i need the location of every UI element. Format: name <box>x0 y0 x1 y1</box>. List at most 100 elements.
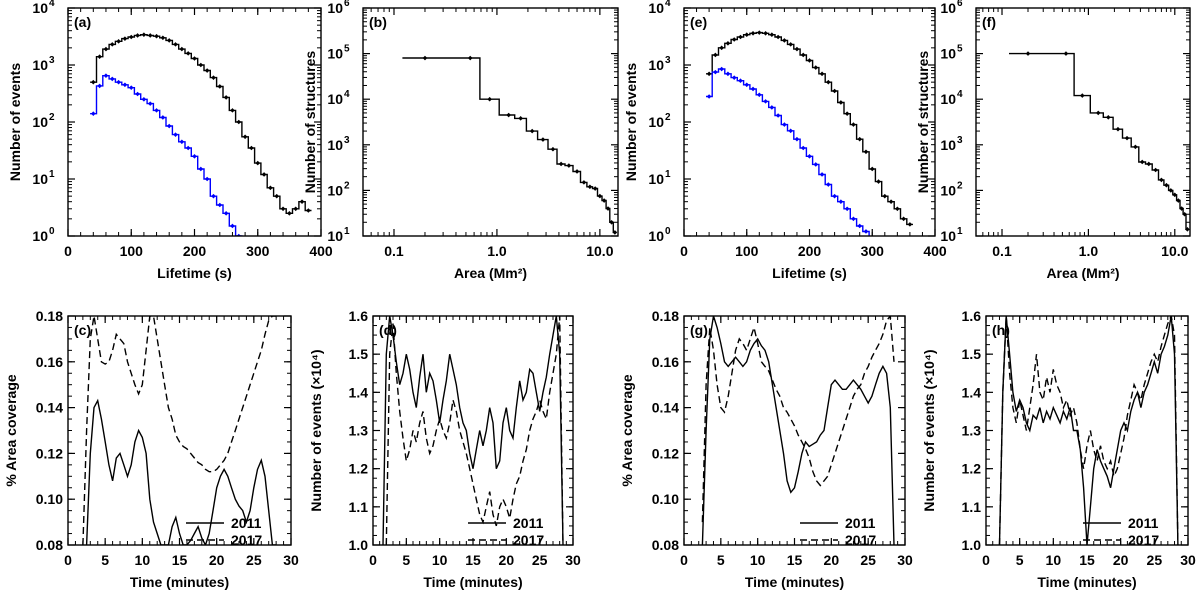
x-tick-label: 0.1 <box>992 243 1012 259</box>
y-tick-exponent: 1 <box>344 226 350 237</box>
series-black-point <box>851 122 856 127</box>
series-black-point <box>1185 227 1190 232</box>
series-blue-point <box>109 76 115 82</box>
series-black-point <box>1106 115 1111 120</box>
x-tick-label: 25 <box>532 552 548 568</box>
series-black-point <box>1095 110 1101 116</box>
series-blue-point <box>198 166 204 172</box>
y-tick-label: 1.2 <box>349 461 369 477</box>
series-black-line <box>402 57 617 234</box>
y-tick-exponent: 5 <box>344 44 350 55</box>
x-axis-title: Time (minutes) <box>423 574 522 590</box>
panel-c: 0 5 10 15 20 25 30 0.08 0.10 0.12 0.14 0.16 0.18 Time… <box>3 308 299 590</box>
series-group <box>998 316 1179 545</box>
y-tick-label: 0.08 <box>652 537 679 553</box>
series-group <box>82 316 277 545</box>
series-blue-point <box>91 111 96 116</box>
y-tick-label: 1.4 <box>349 384 369 400</box>
y-tick-label: 0.10 <box>36 491 63 507</box>
x-tick-label: 0 <box>369 552 377 568</box>
series-black-point <box>192 56 197 61</box>
series-blue-point <box>807 154 812 159</box>
x-axis-title: Lifetime (s) <box>772 265 847 281</box>
legend-label: 2017 <box>513 532 544 548</box>
x-tick-label: 20 <box>209 552 225 568</box>
x-axis-title: Time (minutes) <box>745 574 844 590</box>
panel-label: (f) <box>982 14 996 30</box>
y-tick-label: 0.16 <box>36 354 63 370</box>
series-blue-point <box>166 123 172 129</box>
x-tick-label: 100 <box>120 243 144 259</box>
series-blue-point <box>832 193 837 199</box>
y-tick-label: 10 <box>327 182 343 198</box>
y-tick-label: 10 <box>940 46 956 62</box>
series-blue-point <box>775 113 781 118</box>
series-blue-point <box>192 154 197 159</box>
y-tick-label: 0.14 <box>652 400 679 416</box>
series-2011-line <box>382 316 564 545</box>
series-black-point <box>204 68 210 73</box>
y-tick-label: 10 <box>32 57 48 73</box>
series-black-point <box>800 52 806 58</box>
series-blue-point <box>204 176 210 182</box>
series-black-point <box>1168 188 1174 193</box>
series-black-point <box>597 193 603 199</box>
x-tick-label: 25 <box>246 552 262 568</box>
series-black-point <box>558 161 564 167</box>
y-tick-label: 10 <box>940 0 956 16</box>
series-blue-point <box>763 99 768 104</box>
x-tick-label: 0 <box>982 552 990 568</box>
series-2011-line <box>85 398 277 545</box>
x-axis-title: Time (minutes) <box>1037 574 1136 590</box>
x-tick-label: 0 <box>680 552 688 568</box>
series-black-point <box>1133 144 1138 150</box>
y-tick-exponent: 1 <box>49 169 55 180</box>
series-black-point <box>160 35 166 41</box>
series-blue-point <box>731 75 737 80</box>
y-tick-label: 10 <box>940 182 956 198</box>
y-tick-label: 1.1 <box>962 499 982 515</box>
series-black-point <box>601 198 607 203</box>
plot-frame <box>67 315 292 546</box>
series-group <box>90 32 312 236</box>
series-blue-point <box>706 94 712 99</box>
plot-frame <box>985 315 1189 546</box>
series-black-point <box>211 75 216 80</box>
series-blue-point <box>826 182 831 187</box>
series-black-point <box>255 160 261 166</box>
series-blue-point <box>719 66 724 72</box>
series-black-line <box>1009 52 1189 230</box>
x-tick-label: 400 <box>309 243 333 259</box>
legend-label: 2017 <box>1128 532 1159 548</box>
series-black-point <box>826 79 831 85</box>
y-tick-exponent: 4 <box>957 89 963 100</box>
y-tick-label: 0.12 <box>652 445 679 461</box>
series-group <box>701 316 895 545</box>
series-blue-point <box>217 202 223 208</box>
series-black-point <box>581 180 587 185</box>
x-tick-label: 10.0 <box>586 243 613 259</box>
plot-frame <box>67 7 322 237</box>
series-black-point <box>529 128 535 134</box>
series-blue-point <box>738 78 743 84</box>
panel-label: (c) <box>74 322 91 338</box>
panel-d: 0 5 10 15 20 25 30 1.0 1.1 1.2 1.3 1.4 1.5 1.6 Time (m… <box>308 308 581 590</box>
panel-label: (h) <box>992 322 1010 338</box>
x-tick-label: 30 <box>897 552 913 568</box>
y-tick-label: 10 <box>32 0 48 16</box>
series-black-point <box>738 34 743 40</box>
x-tick-label: 30 <box>283 552 299 568</box>
series-blue-point <box>794 136 800 142</box>
series-black-point <box>750 30 756 36</box>
x-tick-label: 10 <box>750 552 766 568</box>
series-black-point <box>782 38 787 43</box>
y-tick-label: 10 <box>327 228 343 244</box>
series-black-point <box>876 179 881 184</box>
series-black-point <box>422 55 428 61</box>
y-tick-label: 10 <box>32 228 48 244</box>
series-black-point <box>1025 51 1031 56</box>
x-tick-label: 15 <box>787 552 803 568</box>
series-black-point <box>1182 211 1187 217</box>
